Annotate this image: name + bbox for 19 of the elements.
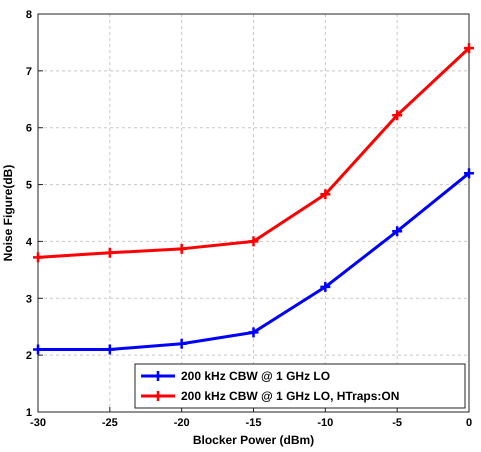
x-tick-label: -30 — [30, 417, 46, 429]
y-tick-label: 6 — [26, 122, 32, 135]
y-tick-label: 2 — [26, 350, 32, 362]
x-tick-label: -5 — [392, 417, 402, 429]
y-tick-label: 3 — [26, 293, 32, 306]
y-tick-label: 1 — [26, 407, 32, 419]
x-tick-label: -10 — [317, 417, 334, 429]
y-tick-label: 4 — [26, 236, 33, 248]
x-tick-label: -15 — [246, 417, 262, 429]
x-axis-title: Blocker Power (dBm) — [192, 433, 314, 447]
legend-label: 200 kHz CBW @ 1 GHz LO, HTraps:ON — [181, 389, 400, 403]
legend-label: 200 kHz CBW @ 1 GHz LO — [181, 369, 330, 383]
x-tick-label: -25 — [102, 417, 118, 429]
y-tick-label: 8 — [26, 9, 32, 21]
y-tick-label: 5 — [26, 180, 32, 192]
x-tick-label: -20 — [174, 417, 190, 429]
x-tick-label: 0 — [466, 417, 472, 429]
y-axis-title: Noise Figure(dB) — [1, 164, 15, 262]
y-tick-label: 7 — [26, 66, 32, 78]
